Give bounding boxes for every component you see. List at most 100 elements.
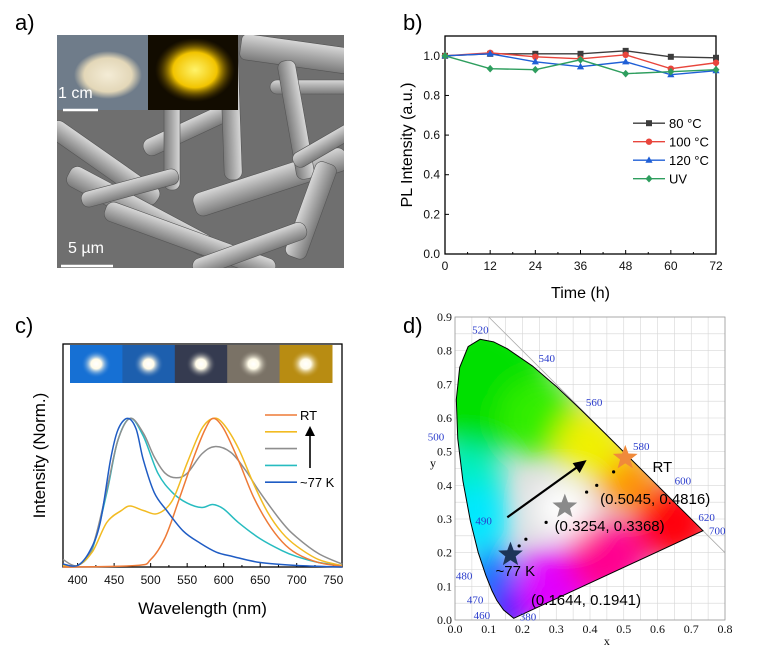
data-point bbox=[576, 62, 585, 70]
legend-label: 100 °C bbox=[669, 135, 709, 150]
coordinate-label: (0.3254, 0.3368) bbox=[555, 518, 665, 535]
x-tick-label: 24 bbox=[529, 259, 543, 273]
wavelength-label: 380 bbox=[520, 611, 537, 623]
point-name-label: RT bbox=[652, 459, 672, 476]
spectrum-line bbox=[62, 417, 343, 568]
data-point bbox=[622, 57, 630, 65]
panel-label-d: d) bbox=[403, 313, 423, 338]
inset-scale-label: 1 cm bbox=[58, 85, 93, 102]
wavelength-label: 700 bbox=[709, 526, 726, 538]
x-tick-label: 0.6 bbox=[650, 622, 665, 636]
x-tick-label: 0.1 bbox=[481, 622, 496, 636]
x-axis-label: x bbox=[604, 634, 610, 648]
y-axis-label: Intensity (Norm.) bbox=[30, 393, 49, 519]
wavelength-label: 480 bbox=[456, 570, 473, 582]
emission-glow bbox=[290, 350, 321, 378]
x-tick-label: 400 bbox=[68, 573, 88, 587]
legend-marker bbox=[645, 138, 653, 145]
emission-glow bbox=[81, 350, 112, 378]
plot-frame bbox=[454, 316, 726, 621]
x-tick-label: 0.4 bbox=[583, 622, 598, 636]
legend-label: 80 °C bbox=[669, 116, 702, 131]
legend-marker bbox=[646, 120, 652, 127]
data-point bbox=[577, 55, 584, 64]
legend-label: ~77 K bbox=[300, 475, 335, 490]
x-tick-label: 0.2 bbox=[515, 622, 530, 636]
emission-glow bbox=[133, 350, 164, 378]
y-axis-label: y bbox=[430, 456, 436, 470]
x-tick-label: 72 bbox=[709, 259, 723, 273]
point-name-label: ~77 K bbox=[496, 563, 536, 580]
wavelength-label: 560 bbox=[586, 397, 603, 409]
legend-marker bbox=[645, 156, 653, 163]
wavelength-label: 500 bbox=[428, 432, 445, 444]
wavelength-label: 580 bbox=[633, 441, 650, 453]
x-tick-label: 0 bbox=[442, 259, 449, 273]
y-tick-label: 0.5 bbox=[437, 445, 452, 459]
x-tick-label: 550 bbox=[177, 573, 197, 587]
x-tick-label: 0.7 bbox=[684, 622, 699, 636]
data-point bbox=[667, 53, 674, 60]
x-tick-label: 60 bbox=[664, 259, 678, 273]
y-tick-label: 0.0 bbox=[437, 613, 452, 627]
wavelength-label: 470 bbox=[467, 595, 484, 607]
x-tick-label: 700 bbox=[287, 573, 307, 587]
panel-label-a: a) bbox=[15, 10, 35, 35]
data-point bbox=[713, 54, 719, 61]
y-tick-label: 0.4 bbox=[423, 168, 440, 182]
legend-label: UV bbox=[669, 172, 687, 187]
x-tick-label: 450 bbox=[104, 573, 124, 587]
coordinate-label: (0.1644, 0.1941) bbox=[531, 592, 641, 609]
panel-label-c: c) bbox=[15, 313, 34, 338]
legend-marker bbox=[645, 174, 653, 183]
x-tick-label: 750 bbox=[323, 573, 343, 587]
data-point bbox=[622, 47, 629, 54]
data-point bbox=[577, 50, 584, 57]
intermediate-point bbox=[524, 537, 528, 541]
wavelength-label: 520 bbox=[472, 324, 489, 336]
y-tick-label: 0.7 bbox=[437, 377, 452, 391]
intermediate-point bbox=[585, 490, 589, 494]
y-tick-label: 0.2 bbox=[423, 207, 440, 221]
y-tick-label: 0.8 bbox=[437, 344, 452, 358]
data-point bbox=[712, 65, 720, 74]
data-point bbox=[622, 51, 629, 59]
star-marker-icon bbox=[498, 541, 523, 566]
data-point bbox=[532, 53, 539, 61]
legend-label: RT bbox=[300, 408, 317, 423]
data-point bbox=[486, 64, 494, 73]
intermediate-point bbox=[612, 470, 616, 474]
y-tick-label: 0.6 bbox=[437, 411, 452, 425]
plot-frame bbox=[62, 343, 343, 568]
emission-glow bbox=[238, 350, 269, 378]
x-tick-label: 600 bbox=[214, 573, 234, 587]
x-tick-label: 12 bbox=[483, 259, 497, 273]
data-point bbox=[486, 50, 494, 57]
legend-label: 120 °C bbox=[669, 153, 709, 168]
wavelength-label: 540 bbox=[538, 353, 555, 365]
y-tick-label: 0.8 bbox=[423, 88, 440, 102]
y-tick-label: 0.6 bbox=[423, 128, 440, 142]
wavelength-label: 460 bbox=[474, 610, 491, 622]
y-tick-label: 0.9 bbox=[437, 310, 452, 324]
panel-label-b: b) bbox=[403, 10, 423, 35]
x-tick-label: 0.0 bbox=[448, 622, 463, 636]
shift-arrow bbox=[506, 463, 582, 519]
data-point bbox=[712, 59, 720, 66]
star-marker-icon bbox=[612, 444, 638, 469]
wavelength-label: 490 bbox=[475, 516, 492, 528]
x-tick-label: 48 bbox=[619, 259, 633, 273]
intermediate-point bbox=[544, 520, 548, 524]
data-point bbox=[667, 67, 675, 76]
x-axis-label: Wavelength (nm) bbox=[138, 599, 267, 618]
wavelength-label: 620 bbox=[698, 512, 715, 524]
color-blob bbox=[555, 409, 625, 480]
series-4: UV bbox=[441, 52, 720, 187]
y-tick-label: 0.1 bbox=[437, 579, 452, 593]
x-tick-label: 36 bbox=[574, 259, 588, 273]
y-tick-label: 1.0 bbox=[423, 49, 440, 63]
x-tick-label: 0.3 bbox=[549, 622, 564, 636]
